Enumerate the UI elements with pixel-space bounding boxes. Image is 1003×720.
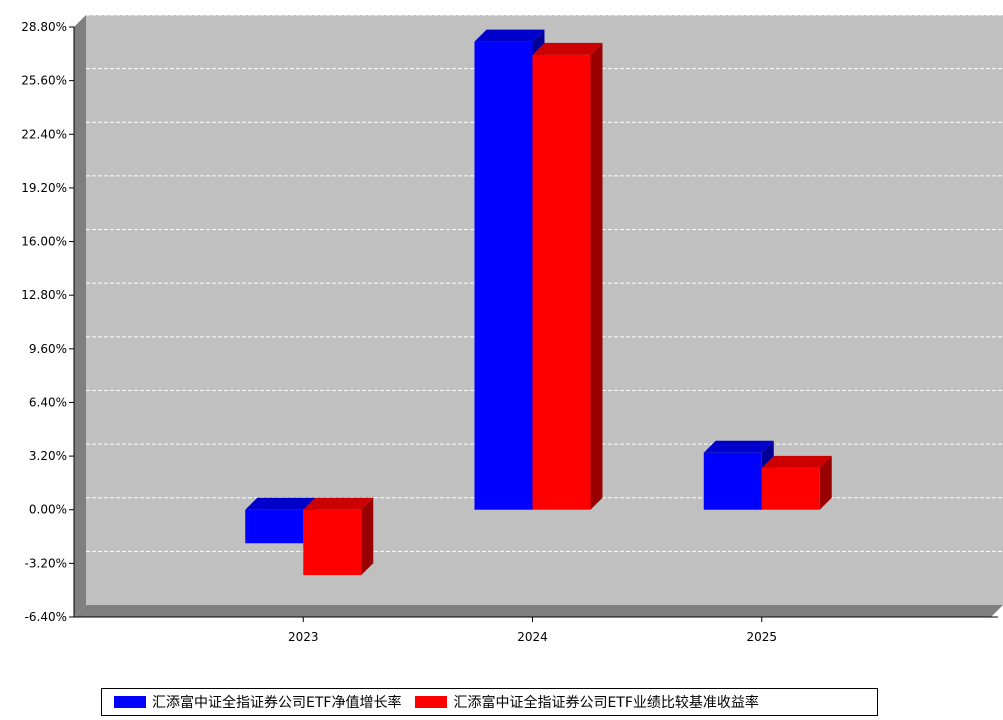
bar-side: [590, 42, 603, 510]
legend-swatch-blue: [114, 696, 146, 708]
bar-side: [819, 455, 832, 510]
bar-front: [532, 54, 591, 510]
bar-2025-series-2: [761, 455, 832, 510]
y-axis-ticks: -6.40% -3.20% 0.00% 3.20% 6.40% 9.60% 12.80% 16…: [21, 20, 74, 624]
bar-front: [703, 452, 762, 510]
legend: 汇添富中证全指证券公司ETF净值增长率 汇添富中证全指证券公司ETF业绩比较基准…: [101, 688, 878, 716]
y-tick-label: 3.20%: [29, 449, 67, 463]
x-tick-label: 2024: [517, 630, 548, 644]
bar-top: [532, 42, 603, 55]
x-tick-label: 2025: [746, 630, 777, 644]
bar-front: [245, 509, 304, 544]
plot-left-wall: [74, 15, 86, 617]
bar-2023-series-2: [303, 497, 374, 576]
bar-front: [761, 467, 820, 510]
x-tick-label: 2023: [288, 630, 319, 644]
y-tick-label: 25.60%: [21, 74, 67, 88]
y-tick-label: -3.20%: [25, 556, 67, 570]
bar-2024-series-2: [532, 42, 603, 510]
y-tick-label: -6.40%: [25, 610, 67, 624]
legend-label-nav: 汇添富中证全指证券公司ETF净值增长率: [152, 695, 402, 711]
bar-top: [761, 455, 832, 468]
legend-label-benchmark: 汇添富中证全指证券公司ETF业绩比较基准收益率: [453, 695, 759, 711]
bar-top: [703, 440, 774, 453]
y-tick-label: 6.40%: [29, 395, 67, 409]
bar-top: [474, 29, 545, 42]
y-tick-label: 0.00%: [29, 503, 67, 517]
legend-item-nav: 汇添富中证全指证券公司ETF净值增长率: [114, 692, 401, 712]
bar-top: [303, 497, 374, 510]
bar-front: [303, 509, 362, 576]
legend-item-benchmark: 汇添富中证全指证券公司ETF业绩比较基准收益率: [415, 692, 759, 712]
x-axis-ticks: 2023 2024 2025: [288, 617, 777, 644]
bar-top: [245, 497, 316, 510]
y-tick-label: 12.80%: [21, 288, 67, 302]
y-tick-label: 9.60%: [29, 342, 67, 356]
y-tick-label: 28.80%: [21, 20, 67, 34]
bars: [245, 29, 832, 576]
bar-chart: -6.40% -3.20% 0.00% 3.20% 6.40% 9.60% 12.80% 16…: [21, 14, 1003, 644]
y-tick-label: 22.40%: [21, 127, 67, 141]
legend-swatch-red: [415, 696, 448, 708]
y-tick-label: 16.00%: [21, 235, 67, 249]
plot-floor: [74, 605, 1003, 617]
bar-front: [474, 41, 533, 510]
bar-2023-series-1: [245, 497, 316, 544]
bar-side: [361, 497, 374, 576]
y-tick-label: 19.20%: [21, 181, 67, 195]
